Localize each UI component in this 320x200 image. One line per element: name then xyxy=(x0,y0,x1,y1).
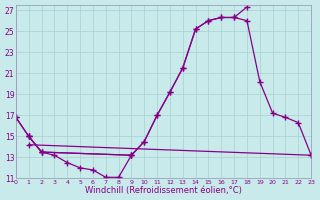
X-axis label: Windchill (Refroidissement éolien,°C): Windchill (Refroidissement éolien,°C) xyxy=(85,186,242,195)
